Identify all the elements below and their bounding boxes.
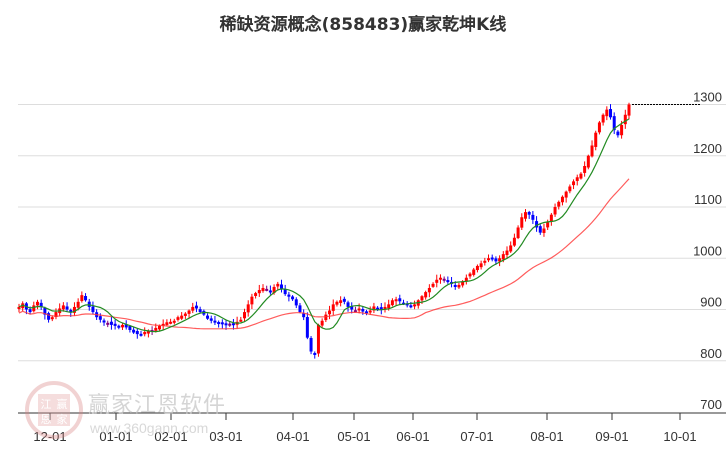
ma-long-line xyxy=(18,178,630,330)
y-tick-label: 700 xyxy=(700,397,722,412)
y-tick-label: 900 xyxy=(700,295,722,310)
chart-title: 稀缺资源概念(858483)赢家乾坤K线 xyxy=(219,15,507,35)
svg-text:赢: 赢 xyxy=(57,397,68,411)
y-tick-label: 1200 xyxy=(693,141,722,156)
y-tick-label: 1000 xyxy=(693,243,722,258)
x-tick-label: 07-01 xyxy=(460,429,493,444)
watermark-text: 赢家江恩软件 xyxy=(88,393,227,418)
x-tick-label: 06-01 xyxy=(396,429,429,444)
watermark-url: www.360gann.com xyxy=(90,420,209,436)
ma-short-line xyxy=(18,118,630,333)
x-tick-label: 09-01 xyxy=(595,429,628,444)
x-tick-label: 08-01 xyxy=(530,429,563,444)
candlesticks xyxy=(17,102,631,359)
x-tick-label: 04-01 xyxy=(276,429,309,444)
svg-text:家: 家 xyxy=(57,412,68,426)
y-tick-label: 800 xyxy=(700,346,722,361)
svg-text:恩: 恩 xyxy=(41,413,52,426)
grid-lines xyxy=(18,104,726,362)
x-tick-label: 01-01 xyxy=(99,429,132,444)
svg-text:江: 江 xyxy=(41,398,52,411)
watermark-seal-icon: 江 赢 恩 家 xyxy=(25,381,83,439)
x-tick-label: 12-01 xyxy=(33,429,66,444)
y-tick-label: 1100 xyxy=(694,192,722,207)
y-axis: 700 800 900 1000 1100 1200 1300 xyxy=(693,90,722,413)
x-axis: 12-01 01-01 02-01 03-01 04-01 05-01 06-01 07-01… xyxy=(18,412,726,444)
x-tick-label: 05-01 xyxy=(337,429,370,444)
x-tick-label: 02-01 xyxy=(154,429,187,444)
x-tick-label: 03-01 xyxy=(209,429,242,444)
x-tick-label: 10-01 xyxy=(663,429,696,444)
y-tick-label: 1300 xyxy=(693,90,722,105)
